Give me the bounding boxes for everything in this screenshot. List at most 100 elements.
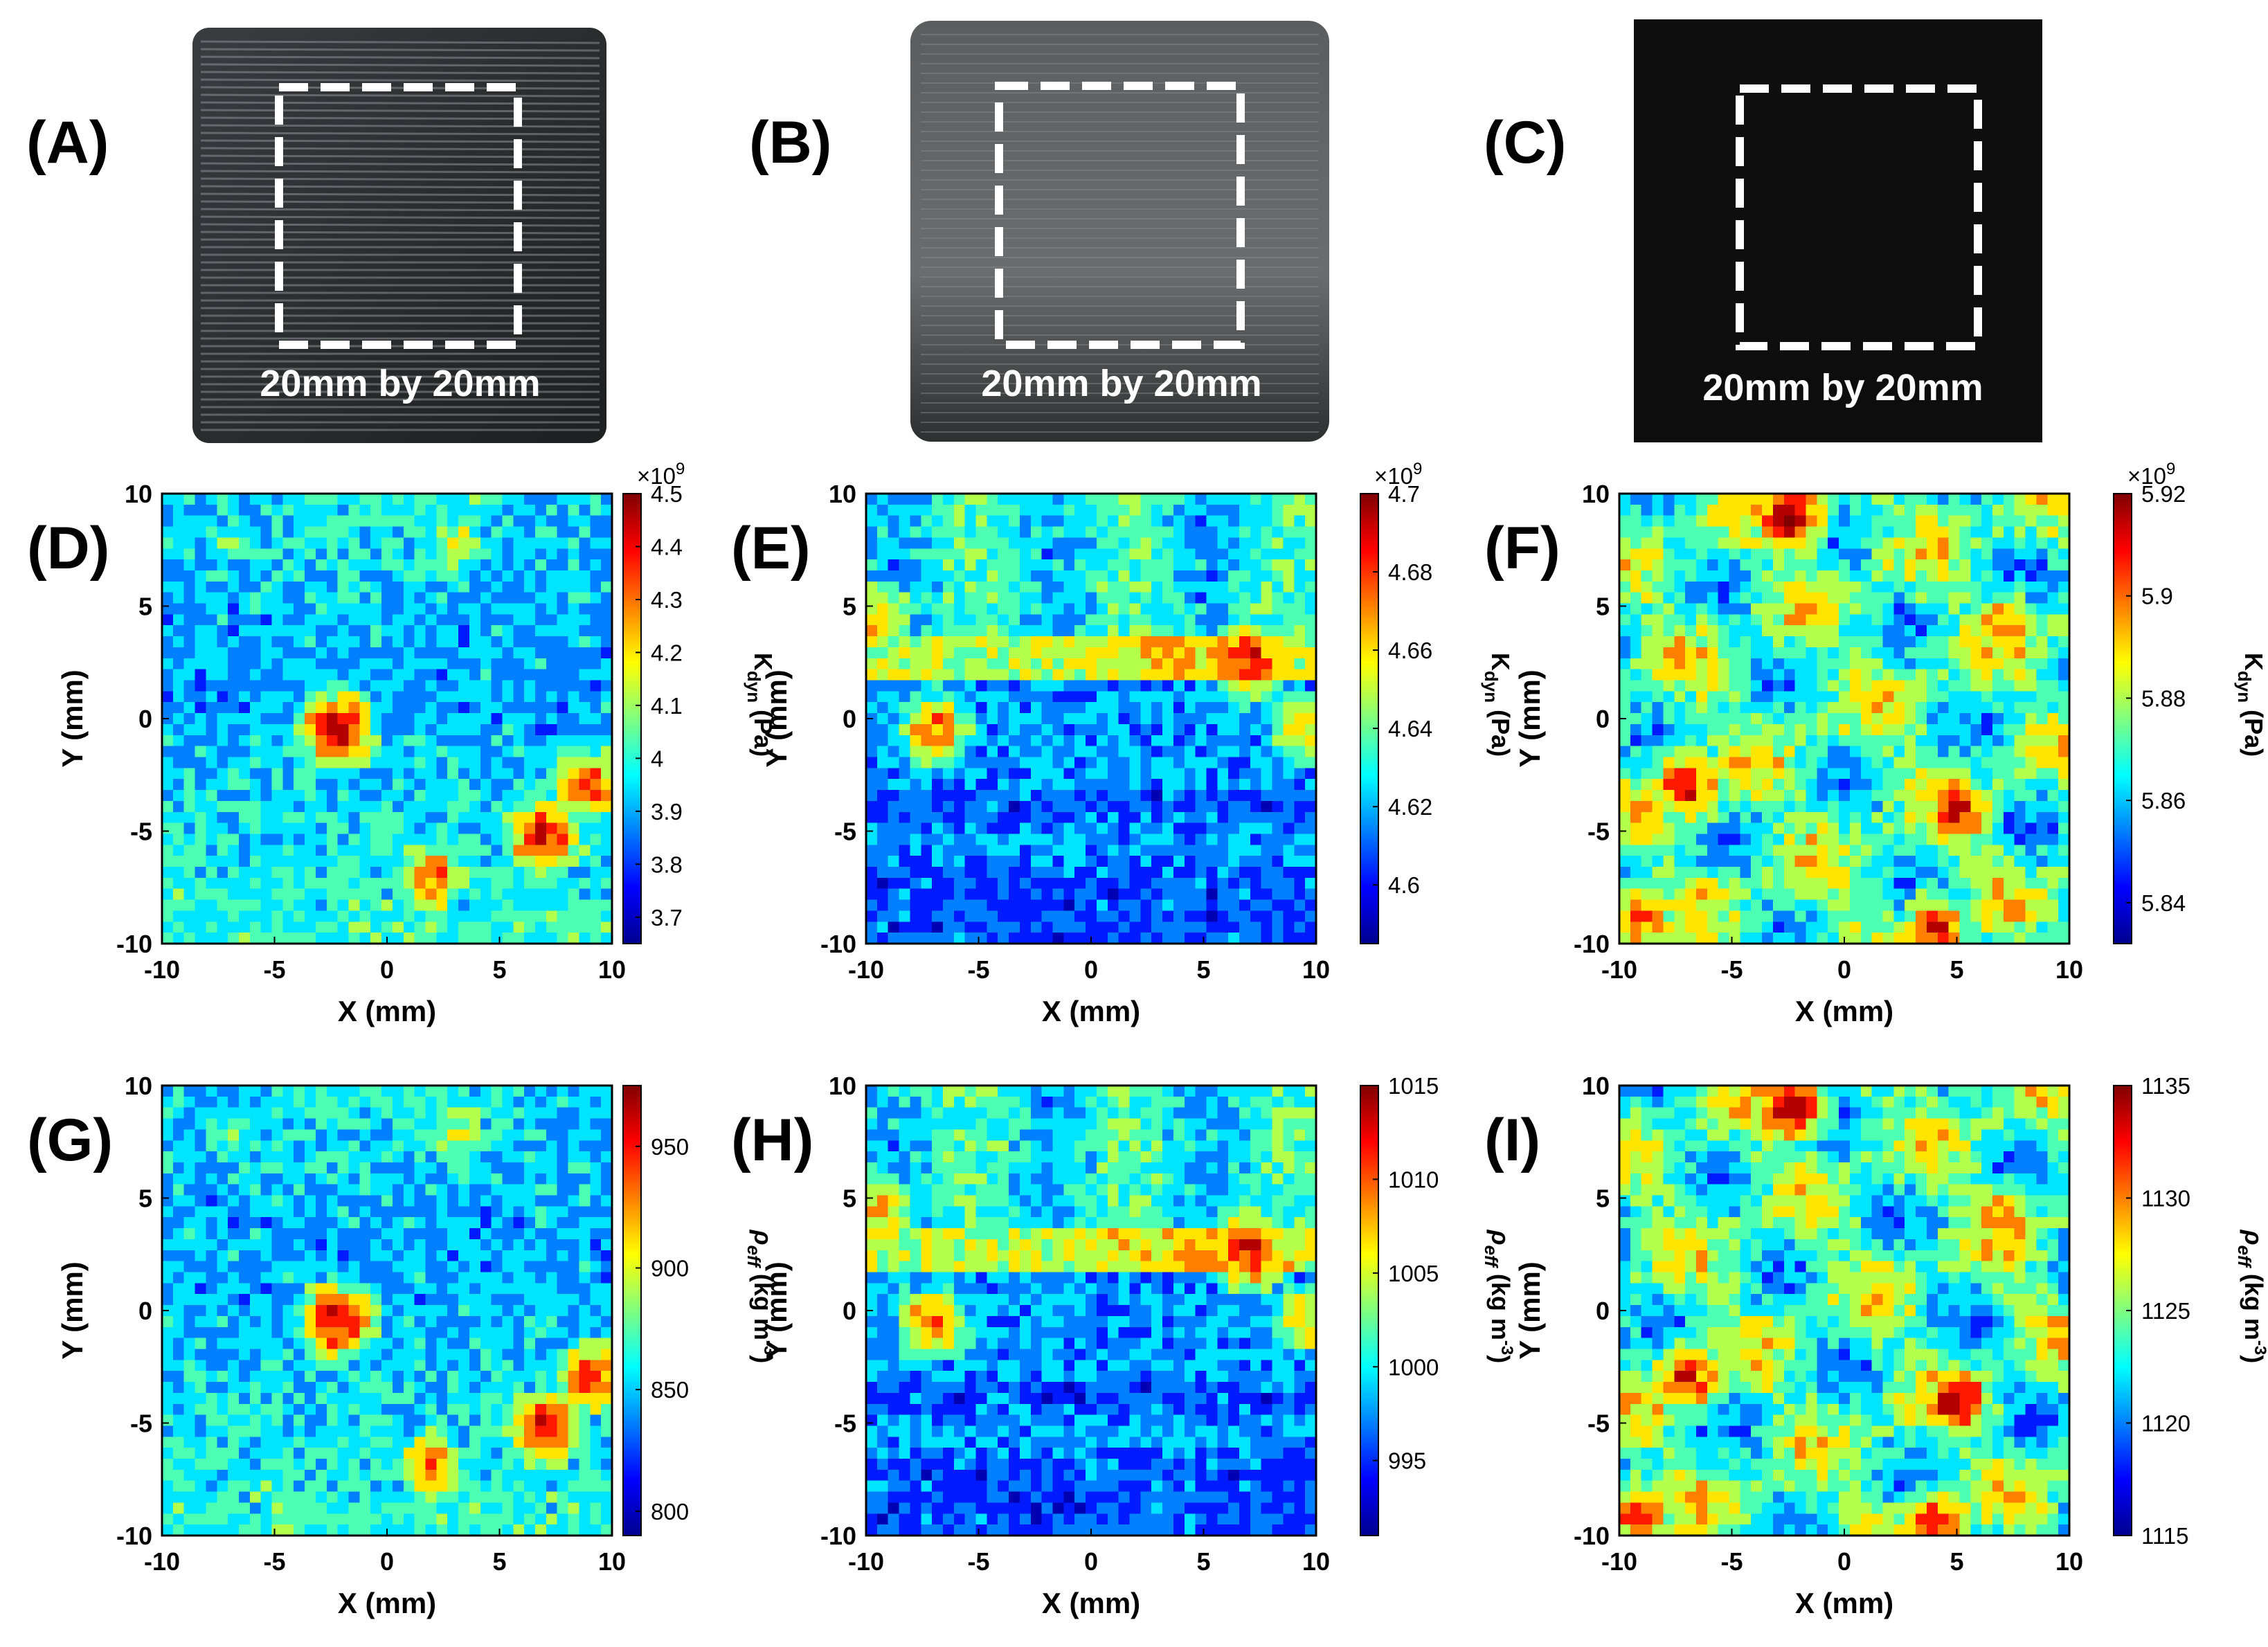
contour-cell [1074,921,1086,933]
contour-cell [1762,856,1774,867]
contour-cell [1074,713,1086,725]
contour-cell [425,559,438,571]
contour-cell [1794,559,1807,571]
contour-cell [469,768,481,780]
contour-cell [414,581,426,593]
contour-cell [1695,713,1708,725]
contour-cell [370,877,382,890]
contour-cell [1261,614,1273,627]
contour-cell [899,723,911,736]
contour-cell [1261,877,1273,890]
contour-cell [1063,713,1076,725]
contour-cell [1905,669,1916,681]
contour-cell [1948,526,1961,539]
contour-cell [1806,515,1818,528]
contour-cell [1206,757,1218,769]
contour-cell [1729,768,1741,780]
contour-cell [1695,834,1708,846]
contour-cell [546,548,558,560]
contour-cell [1107,888,1119,901]
contour-cell [162,834,174,846]
contour-cell [1783,614,1796,627]
contour-cell [162,877,174,890]
contour-cell [1772,548,1785,560]
contour-cell [1663,768,1675,780]
contour-cell [162,757,174,769]
contour-cell [1140,790,1152,802]
contour-cell [1828,845,1839,856]
contour-cell [403,504,415,516]
contour-cell [271,888,284,901]
contour-cell [359,713,372,725]
contour-cell [1239,746,1251,758]
contour-cell [403,680,415,692]
contour-cell [305,636,316,648]
contour-cell [1063,845,1076,856]
contour-cell [1959,834,1972,846]
contour-cell [1206,504,1218,516]
contour-cell [1261,526,1273,539]
contour-cell [425,779,438,791]
contour-cell [1118,504,1131,516]
contour-cell [964,647,977,659]
contour-cell [1762,504,1774,516]
contour-cell [1151,921,1163,933]
contour-cell [1206,526,1218,539]
contour-cell [1893,691,1905,703]
contour-cell [228,548,240,560]
contour-cell [1096,537,1108,550]
contour-cell [491,494,503,505]
contour-cell [1641,592,1653,604]
contour-cell [1283,790,1295,802]
contour-cell [1228,811,1240,824]
contour-cell [436,723,448,736]
contour-cell [1751,757,1763,769]
colorbar-tick-label: 4.68 [1388,559,1432,585]
y-tick-label: -10 [820,930,856,958]
contour-cell [305,669,316,681]
contour-cell [1228,910,1240,923]
contour-cell [910,614,922,627]
contour-cell [1009,768,1020,780]
contour-cell [1916,933,1927,944]
contour-cell [1817,877,1829,890]
contour-cell [975,669,988,681]
contour-cell [1129,811,1142,824]
contour-cell [172,779,185,791]
contour-cell [249,669,262,681]
contour-cell [524,811,536,824]
contour-cell [910,933,922,944]
contour-cell [436,921,448,933]
contour-cell [964,494,977,505]
contour-cell [1272,669,1284,681]
contour-cell [899,746,911,758]
contour-cell [1074,494,1086,505]
contour-cell [601,570,613,582]
contour-cell [271,746,284,758]
contour-cell [1096,515,1108,528]
contour-cell [403,888,415,901]
contour-cell [601,669,613,681]
contour-cell [1641,658,1653,670]
contour-cell [1794,856,1807,867]
contour-cell [271,800,284,813]
contour-cell [469,877,481,890]
contour-cell [271,614,284,627]
contour-cell [1239,669,1251,681]
contour-cell [1206,845,1218,856]
contour-cell [1261,822,1273,835]
contour-cell [260,790,273,802]
contour-cell [238,537,251,550]
contour-cell [206,581,218,593]
contour-cell [1096,910,1108,923]
contour-cell [1173,888,1185,901]
contour-cell [359,658,372,670]
contour-cell [217,669,228,681]
contour-cell [1893,877,1905,890]
contour-cell [1992,757,2004,769]
contour-cell [260,877,273,890]
contour-cell [546,877,558,890]
contour-cell [1195,834,1207,846]
contour-cell [975,856,988,867]
contour-cell [1652,921,1664,933]
